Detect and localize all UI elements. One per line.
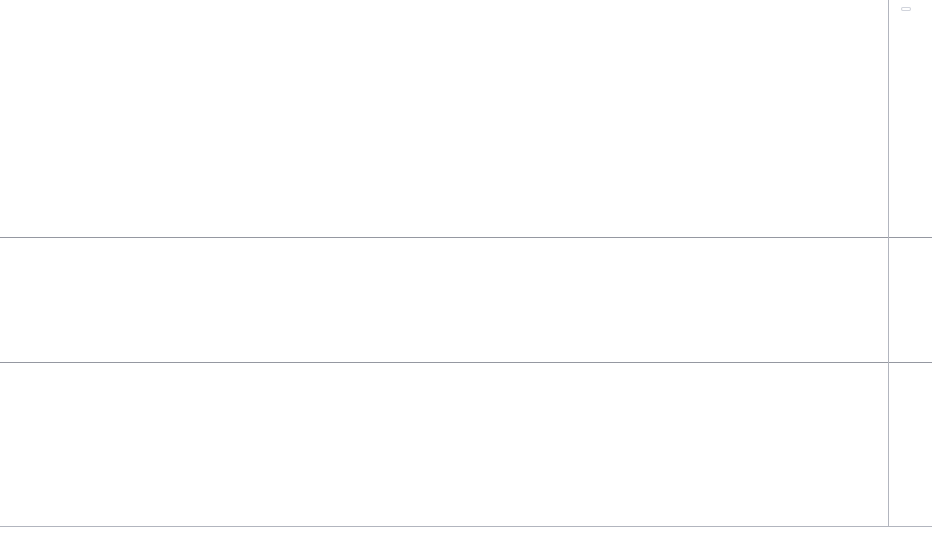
price-chart-canvas	[0, 0, 888, 237]
pane-separator-2[interactable]	[0, 362, 932, 363]
axis-separator	[888, 0, 889, 526]
tsi2-chart-canvas	[0, 363, 888, 526]
tsi2-pane[interactable]	[0, 363, 888, 526]
price-axis[interactable]	[888, 0, 932, 526]
price-pane[interactable]	[0, 0, 888, 237]
tsi1-chart-canvas	[0, 238, 888, 362]
time-axis-border	[0, 526, 932, 527]
time-axis[interactable]	[0, 526, 932, 550]
currency-badge[interactable]	[901, 7, 911, 11]
pane-separator-1[interactable]	[0, 237, 932, 238]
tsi1-pane[interactable]	[0, 238, 888, 362]
